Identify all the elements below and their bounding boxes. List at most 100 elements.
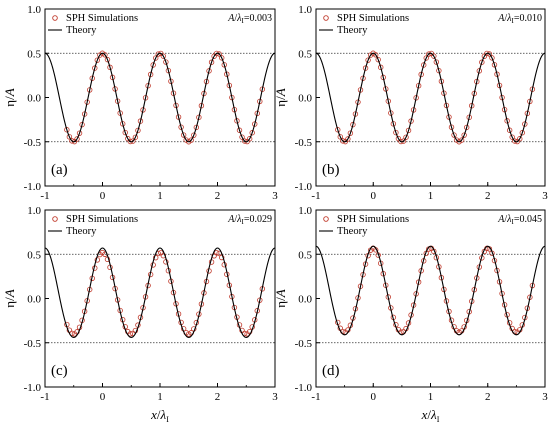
x-tick-label: 0	[371, 391, 377, 403]
sph-point	[486, 51, 493, 57]
y-tick-label: -0.5	[24, 137, 42, 149]
sph-point	[236, 127, 243, 133]
sph-point	[76, 130, 83, 136]
sph-point	[378, 64, 384, 71]
x-tick-label: 2	[215, 391, 221, 403]
sph-point	[165, 67, 172, 74]
y-tick-label: -0.5	[295, 338, 313, 350]
legend-marker-sph	[52, 216, 58, 222]
y-tick-label: -0.5	[295, 137, 313, 149]
x-tick-label: 0	[100, 190, 106, 202]
y-axis-label: η/A	[273, 88, 288, 106]
sph-point	[426, 51, 432, 57]
x-tick-label: 3	[272, 391, 278, 403]
sph-point	[186, 331, 192, 337]
y-tick-label: -1.0	[295, 382, 313, 394]
sph-point	[219, 55, 225, 61]
x-tick-label: 3	[272, 190, 278, 202]
sph-point	[347, 130, 354, 136]
sph-point	[458, 137, 465, 143]
y-tick-label: -1.0	[24, 382, 42, 394]
x-tick-label: 1	[157, 190, 163, 202]
sph-point	[102, 52, 108, 58]
x-axis-label: x/λI	[150, 407, 169, 424]
series-sph-simulations	[335, 50, 536, 145]
sph-point	[135, 127, 141, 134]
sph-point	[160, 53, 167, 59]
sph-point	[79, 121, 85, 128]
sph-point	[252, 121, 258, 127]
y-axis-label: η/A	[2, 289, 17, 307]
sph-point	[431, 53, 437, 59]
legend-marker-sph	[52, 15, 58, 21]
sph-point	[193, 124, 200, 131]
sph-point	[239, 134, 245, 140]
sph-point	[153, 254, 159, 261]
legend-label-sph: SPH Simulations	[337, 13, 409, 24]
y-tick-label: 0.0	[298, 294, 312, 306]
sph-point	[337, 134, 343, 140]
sph-point	[163, 59, 169, 65]
sph-point	[451, 132, 457, 138]
series-theory-line	[315, 52, 546, 143]
sph-point	[517, 136, 523, 142]
chart-panel-2: -1 0 1 2 3 -1.0 -0.5 0.0 0.5 1.0 η/A SPH Simulation…	[273, 4, 548, 202]
series-sph-simulations	[64, 249, 266, 337]
legend-label-theory: Theory	[337, 25, 368, 36]
y-tick-label: 0.0	[298, 93, 312, 105]
sph-point	[372, 52, 379, 58]
sph-point	[206, 68, 212, 74]
y-tick-label: 0.5	[298, 249, 312, 261]
sph-point	[340, 138, 346, 144]
y-tick-label: 1.0	[298, 205, 312, 217]
sph-point	[208, 59, 215, 65]
sph-point	[66, 134, 73, 140]
x-tick-label: 1	[157, 391, 163, 403]
x-tick-label: 2	[215, 190, 221, 202]
sph-point	[365, 57, 371, 63]
amplitude-ratio-annotation: A/λI=0.045	[497, 214, 542, 226]
sph-point	[127, 331, 134, 337]
sph-point	[335, 127, 341, 133]
sph-point	[350, 121, 356, 128]
sph-point	[120, 121, 126, 127]
x-axis-label: x/λI	[421, 407, 440, 424]
sph-point	[448, 124, 455, 130]
x-tick-label: 0	[100, 391, 106, 403]
sph-point	[476, 68, 483, 74]
y-tick-label: 0.5	[298, 48, 312, 60]
sph-point	[393, 129, 399, 136]
y-tick-label: 0.5	[27, 249, 41, 261]
x-tick-label: 2	[485, 190, 491, 202]
series-theory-line	[315, 245, 546, 336]
y-tick-label: -1.0	[295, 181, 313, 193]
sph-point	[219, 254, 225, 261]
sph-point	[423, 55, 429, 61]
sph-point	[390, 121, 397, 127]
sph-point	[188, 137, 194, 143]
x-tick-label: 3	[542, 190, 548, 202]
sph-point	[249, 130, 255, 136]
x-tick-label: 1	[428, 190, 434, 202]
sph-point	[246, 136, 253, 142]
sph-point	[463, 124, 470, 131]
y-tick-label: 1.0	[27, 205, 41, 217]
x-tick-label: 3	[542, 391, 548, 403]
sph-point	[491, 62, 498, 68]
sph-point	[69, 138, 75, 144]
y-tick-label: -1.0	[24, 181, 42, 193]
legend-label-sph: SPH Simulations	[66, 214, 138, 225]
sph-point	[178, 124, 184, 130]
x-tick-label: -1	[40, 190, 49, 202]
series-theory-line	[44, 247, 276, 338]
sph-point	[122, 129, 128, 136]
legend-label-theory: Theory	[337, 226, 368, 237]
sph-point	[221, 62, 227, 68]
y-tick-label: 1.0	[27, 4, 41, 16]
sph-point	[155, 51, 161, 57]
